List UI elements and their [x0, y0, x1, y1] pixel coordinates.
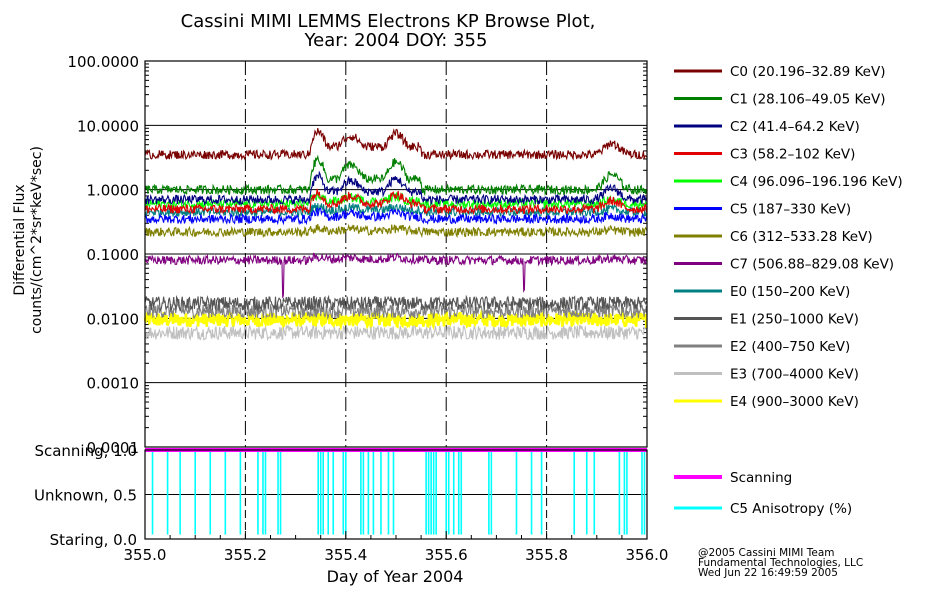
- upper-panel-frame: [144, 60, 648, 448]
- legend-label: C5 (187–330 KeV): [730, 202, 851, 218]
- series-line: [144, 252, 648, 298]
- y-tick-label: 0.0100: [87, 310, 140, 328]
- footer-line1: @2005 Cassini MIMI Team: [698, 547, 835, 559]
- legend-label: C0 (20.196–32.89 KeV): [730, 64, 886, 80]
- x-tick-label: 356.0: [626, 546, 669, 564]
- ylabel-line2: counts/(cm^2*sr*keV*sec): [29, 146, 45, 334]
- series-line: [144, 207, 648, 226]
- upper-panel: 100.0000 10.0000 1.0000 0.1000 0.0100 0.0010 0…: [67, 53, 648, 457]
- x-axis: 355.0 355.2 355.4 355.6 355.8 356.0: [124, 531, 669, 564]
- footer-credits: @2005 Cassini MIMI Team Fundamental Tech…: [698, 547, 863, 579]
- series-line: [143, 308, 648, 332]
- title-line2: Year: 2004 DOY: 355: [304, 30, 488, 51]
- series-line: [144, 223, 648, 239]
- footer-line2: Fundamental Technologies, LLC: [698, 557, 863, 569]
- x-axis-label: Day of Year 2004: [327, 567, 464, 586]
- legend-label: C1 (28.106–49.05 KeV): [730, 92, 886, 108]
- series-line: [144, 301, 648, 321]
- chart-title: Cassini MIMI LEMMS Electrons KP Browse P…: [181, 11, 596, 51]
- legend-label: E3 (700–4000 KeV): [730, 367, 859, 383]
- legend-label: C3 (58.2–102 KeV): [730, 147, 855, 163]
- lower-y-tick-label: Unknown, 0.5: [34, 487, 137, 505]
- series-line: [144, 294, 648, 313]
- legend-label: C6 (312–533.28 KeV): [730, 229, 873, 245]
- title-line1: Cassini MIMI LEMMS Electrons KP Browse P…: [181, 11, 596, 32]
- legend-label: E4 (900–3000 KeV): [730, 394, 859, 410]
- x-tick-label: 355.6: [425, 546, 468, 564]
- legend-label: C7 (506.88–829.08 KeV): [730, 257, 894, 273]
- y-axis-label: Differential Flux counts/(cm^2*sr*keV*se…: [12, 146, 45, 334]
- lower-y-tick-label: Staring, 0.0: [50, 531, 137, 549]
- legend-label: E2 (400–750 KeV): [730, 339, 850, 355]
- ylabel-line1: Differential Flux: [12, 184, 28, 295]
- series-line: [144, 127, 648, 161]
- series-line: [144, 190, 648, 211]
- x-tick-label: 355.0: [124, 546, 167, 564]
- x-tick-label: 355.8: [525, 546, 568, 564]
- x-tick-label: 355.4: [324, 546, 367, 564]
- series-line: [144, 188, 648, 216]
- lower-panel: Scanning, 1.0 Unknown, 0.5 Staring, 0.0: [34, 442, 648, 549]
- legend-label: C2 (41.4–64.2 KeV): [730, 119, 860, 135]
- legend-label: Scanning: [730, 470, 792, 486]
- y-tick-label: 0.1000: [87, 246, 140, 264]
- y-tick-label: 100.0000: [67, 53, 139, 71]
- legend-label: E1 (250–1000 KeV): [730, 312, 859, 328]
- y-tick-label: 0.0001: [87, 439, 140, 457]
- legend-label: C4 (96.096–196.196 KeV): [730, 174, 903, 190]
- series-line: [144, 154, 648, 197]
- y-tick-label: 0.0010: [87, 375, 140, 393]
- y-tick-label: 10.0000: [77, 117, 139, 135]
- legend-label: E0 (150–200 KeV): [730, 284, 850, 300]
- legend-label: C5 Anisotropy (%): [730, 501, 852, 517]
- series-line: [144, 324, 648, 342]
- legend: C0 (20.196–32.89 KeV) C1 (28.106–49.05 Ke…: [674, 64, 903, 517]
- series-line: [144, 170, 648, 207]
- footer-line3: Wed Jun 22 16:49:59 2005: [698, 567, 838, 579]
- y-tick-label: 1.0000: [87, 182, 140, 200]
- x-tick-label: 355.2: [224, 546, 267, 564]
- lower-y-tick-label: Scanning, 1.0: [34, 442, 137, 460]
